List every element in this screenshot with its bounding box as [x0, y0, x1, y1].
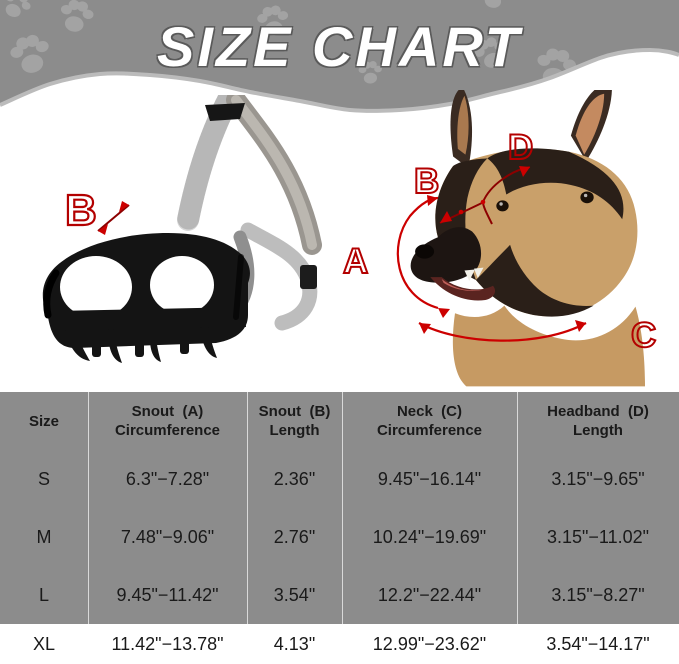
svg-text:A: A — [343, 242, 368, 281]
svg-text:B: B — [65, 186, 97, 235]
svg-text:D: D — [508, 128, 533, 167]
svg-text:C: C — [631, 316, 656, 355]
svg-text:B: B — [414, 162, 439, 201]
